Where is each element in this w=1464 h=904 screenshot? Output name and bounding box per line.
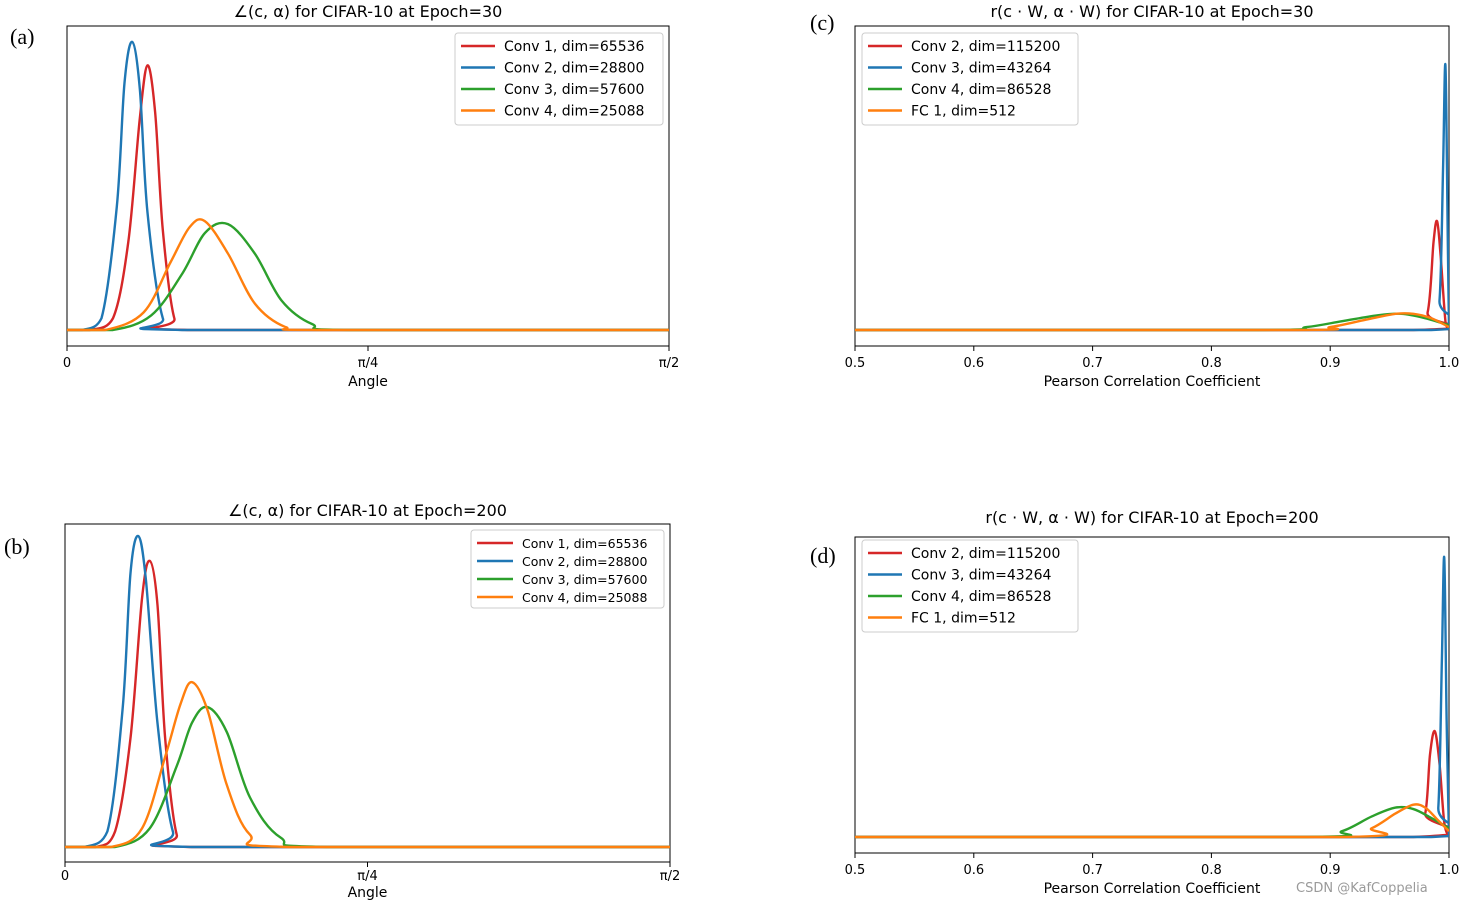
legend-label: Conv 4, dim=86528 xyxy=(911,589,1051,605)
x-tick-label: 0.7 xyxy=(1082,356,1103,371)
series-lines xyxy=(855,62,1449,332)
x-tick-label: 1.0 xyxy=(1439,863,1460,878)
legend-label: Conv 2, dim=28800 xyxy=(522,554,647,569)
x-tick-label: 0.9 xyxy=(1320,863,1341,878)
legend-label: Conv 4, dim=25088 xyxy=(504,104,644,120)
series-lines xyxy=(65,534,670,849)
x-tick-label: 0.5 xyxy=(845,356,866,371)
watermark: CSDN @KafCoppelia xyxy=(1296,881,1428,896)
legend-label: FC 1, dim=512 xyxy=(911,104,1016,120)
x-tick-label: π/2 xyxy=(660,869,680,884)
legend-box xyxy=(861,539,1079,633)
x-tick-label: 0 xyxy=(61,869,69,884)
x-tick-label: π/4 xyxy=(357,869,377,884)
series-line xyxy=(67,40,669,332)
legend-label: Conv 2, dim=28800 xyxy=(504,61,644,77)
legend: Conv 2, dim=115200 Conv 3, dim=43264 Conv … xyxy=(861,32,1079,126)
chart-pearson-epoch30: r(c · W, α · W) for CIFAR-10 at Epoch=30… xyxy=(845,2,1460,390)
panel-letter-a: (a) xyxy=(10,24,34,49)
chart-title: ∠(c, α) for CIFAR-10 at Epoch=200 xyxy=(228,501,507,520)
legend-label: Conv 4, dim=25088 xyxy=(522,590,647,605)
legend-label: Conv 2, dim=115200 xyxy=(911,546,1060,562)
plot-frame xyxy=(854,25,1450,347)
panel-letter-c: (c) xyxy=(810,10,834,35)
legend-label: FC 1, dim=512 xyxy=(911,611,1016,627)
legend: Conv 1, dim=65536 Conv 2, dim=28800 Conv 3… xyxy=(454,32,664,126)
panel-letter-d: (d) xyxy=(810,543,836,568)
x-tick-label: 0.7 xyxy=(1082,863,1103,878)
x-axis-label: Angle xyxy=(348,885,388,901)
chart-title: ∠(c, α) for CIFAR-10 at Epoch=30 xyxy=(234,2,503,21)
panel-letter-b: (b) xyxy=(4,534,30,559)
legend-label: Conv 1, dim=65536 xyxy=(504,39,645,55)
series-line xyxy=(855,803,1449,839)
x-axis-label: Pearson Correlation Coefficient xyxy=(1044,374,1261,390)
x-tick-label: π/2 xyxy=(659,356,679,371)
x-axis-label: Pearson Correlation Coefficient xyxy=(1044,881,1261,897)
x-tick-label: π/4 xyxy=(358,356,378,371)
x-tick-label: 0.8 xyxy=(1201,356,1222,371)
legend-label: Conv 4, dim=86528 xyxy=(911,82,1051,98)
x-tick-label: 0.5 xyxy=(845,863,866,878)
legend-label: Conv 3, dim=43264 xyxy=(911,568,1052,584)
legend-label: Conv 2, dim=115200 xyxy=(911,39,1060,55)
chart-angle-epoch200: ∠(c, α) for CIFAR-10 at Epoch=200 0 π/4 π/2… xyxy=(61,501,680,901)
legend-box xyxy=(454,32,664,126)
chart-angle-epoch30: ∠(c, α) for CIFAR-10 at Epoch=30 0 π/4 π/2 A… xyxy=(63,2,679,390)
legend: Conv 2, dim=115200 Conv 3, dim=43264 Conv … xyxy=(861,539,1079,633)
series-line xyxy=(65,705,670,849)
legend-label: Conv 1, dim=65536 xyxy=(522,536,647,551)
x-axis-label: Angle xyxy=(348,374,388,390)
x-tick-label: 0.6 xyxy=(963,863,984,878)
plot-frame xyxy=(854,536,1450,854)
series-line xyxy=(855,219,1449,332)
series-line xyxy=(855,311,1449,332)
chart-pearson-epoch200: r(c · W, α · W) for CIFAR-10 at Epoch=20… xyxy=(845,508,1460,897)
series-line xyxy=(65,534,670,849)
series-line xyxy=(67,221,669,332)
series-line xyxy=(855,729,1449,839)
x-tick-label: 0.6 xyxy=(963,356,984,371)
series-lines xyxy=(855,555,1449,839)
series-line xyxy=(855,805,1449,839)
x-tick-label: 1.0 xyxy=(1439,356,1460,371)
x-tick-label: 0 xyxy=(63,356,71,371)
legend-label: Conv 3, dim=57600 xyxy=(504,82,644,98)
x-tick-label: 0.8 xyxy=(1201,863,1222,878)
series-line xyxy=(65,680,670,849)
legend-box xyxy=(861,32,1079,126)
chart-title: r(c · W, α · W) for CIFAR-10 at Epoch=30 xyxy=(990,2,1313,21)
legend-box xyxy=(470,529,665,609)
series-lines xyxy=(67,40,669,332)
legend-label: Conv 3, dim=43264 xyxy=(911,61,1052,77)
series-line xyxy=(67,218,669,332)
legend: Conv 1, dim=65536 Conv 2, dim=28800 Conv 3… xyxy=(470,529,665,609)
legend-label: Conv 3, dim=57600 xyxy=(522,572,647,587)
x-tick-label: 0.9 xyxy=(1320,356,1341,371)
chart-title: r(c · W, α · W) for CIFAR-10 at Epoch=20… xyxy=(985,508,1318,527)
